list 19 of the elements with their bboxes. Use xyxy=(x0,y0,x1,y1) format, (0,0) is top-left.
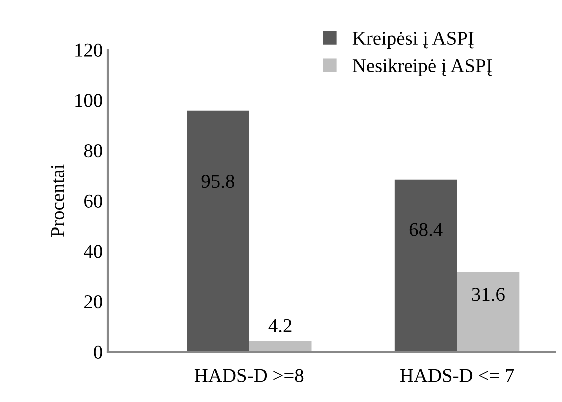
legend-label: Kreipėsi į ASPĮ xyxy=(352,32,474,50)
y-tick-label: 80 xyxy=(84,144,102,158)
y-tick-label: 60 xyxy=(84,194,102,208)
data-label: 68.4 xyxy=(410,223,443,236)
data-label: 95.8 xyxy=(202,174,234,188)
bar xyxy=(187,110,250,352)
y-axis-title: Procentai xyxy=(51,164,64,238)
y-tick-label: 120 xyxy=(76,44,102,57)
y-tick-label: 20 xyxy=(84,295,102,309)
y-tick-label: 40 xyxy=(84,245,102,258)
x-tick-label: HADS-D >=8 xyxy=(194,369,304,382)
data-label: 4.2 xyxy=(268,319,292,333)
y-tick-label: 0 xyxy=(94,346,102,359)
data-label: 31.6 xyxy=(472,288,505,302)
x-tick-label: HADS-D <= 7 xyxy=(400,369,514,382)
y-tick-label: 100 xyxy=(76,94,102,108)
bar xyxy=(394,180,458,352)
bar xyxy=(457,272,520,352)
legend-label: Nesikreipė į ASPĮ xyxy=(352,58,492,76)
